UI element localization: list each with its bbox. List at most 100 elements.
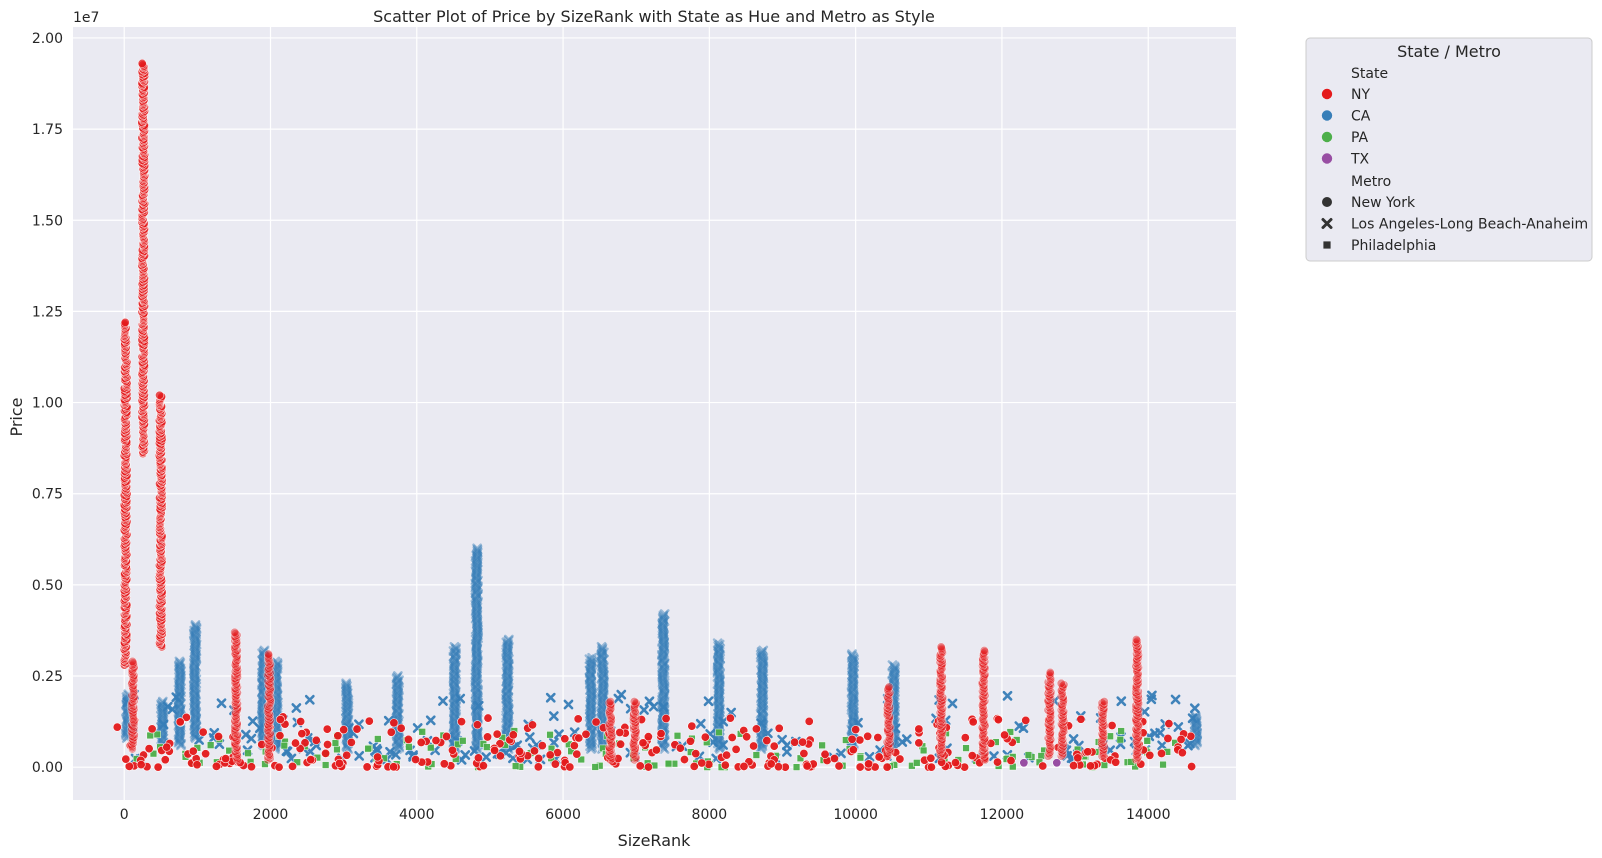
data-point xyxy=(599,647,609,658)
data-point xyxy=(712,665,723,675)
data-point xyxy=(264,732,274,742)
data-point xyxy=(901,734,912,745)
data-point xyxy=(848,679,859,690)
data-point xyxy=(191,653,202,664)
data-point xyxy=(596,702,607,712)
data-point xyxy=(392,678,403,688)
data-point xyxy=(225,746,233,755)
data-point xyxy=(501,673,512,684)
data-point xyxy=(257,705,268,716)
data-point xyxy=(264,663,274,673)
legend-marker-circle xyxy=(1322,197,1332,207)
data-point xyxy=(714,691,725,702)
data-point xyxy=(392,700,402,711)
data-point xyxy=(127,700,137,710)
data-point xyxy=(847,670,857,680)
data-point xyxy=(471,700,481,711)
y-tick-label: 0.00 xyxy=(32,760,63,776)
data-point xyxy=(560,734,570,744)
data-point xyxy=(847,652,858,662)
data-point xyxy=(757,663,768,674)
data-point xyxy=(264,749,274,759)
data-point xyxy=(137,58,147,68)
data-point xyxy=(190,650,201,661)
data-point xyxy=(265,662,275,672)
data-point xyxy=(189,728,200,739)
data-point xyxy=(162,701,173,712)
data-point xyxy=(231,681,241,691)
data-point xyxy=(191,634,201,644)
data-point xyxy=(607,740,617,750)
data-point xyxy=(291,703,302,713)
data-point xyxy=(128,682,138,692)
data-point xyxy=(425,715,436,726)
data-point xyxy=(890,717,900,728)
data-point xyxy=(173,695,184,706)
data-point xyxy=(1191,737,1202,748)
data-point xyxy=(629,705,639,715)
data-point xyxy=(605,708,615,718)
data-point xyxy=(127,699,137,709)
data-point xyxy=(725,713,735,723)
data-point xyxy=(503,671,514,681)
data-point xyxy=(834,761,844,771)
data-point xyxy=(189,724,200,735)
data-point xyxy=(605,720,615,730)
data-point xyxy=(659,690,670,701)
data-point xyxy=(1045,726,1055,736)
data-point xyxy=(659,641,670,652)
data-point xyxy=(174,692,185,703)
data-point xyxy=(714,682,725,692)
data-point xyxy=(501,655,512,666)
data-point xyxy=(265,684,275,694)
data-point xyxy=(586,738,597,749)
data-point xyxy=(188,707,199,718)
data-point xyxy=(503,661,514,672)
data-point xyxy=(449,650,460,661)
data-point xyxy=(128,658,138,668)
data-point xyxy=(502,680,513,691)
data-point xyxy=(449,683,460,694)
data-point xyxy=(232,637,242,647)
data-point xyxy=(712,667,723,678)
data-point xyxy=(629,751,639,761)
data-point xyxy=(605,702,615,712)
data-point xyxy=(936,730,946,740)
data-point xyxy=(472,658,483,669)
data-point xyxy=(888,693,899,704)
data-point xyxy=(191,636,202,647)
data-point xyxy=(848,711,858,722)
data-point xyxy=(503,703,514,714)
data-point xyxy=(352,724,362,734)
data-point xyxy=(752,751,761,759)
data-point xyxy=(342,710,352,721)
data-point xyxy=(587,689,598,700)
data-point xyxy=(450,697,461,708)
data-point xyxy=(471,686,481,697)
data-point xyxy=(470,578,481,589)
data-point xyxy=(173,677,184,688)
data-point xyxy=(472,671,482,681)
data-point xyxy=(271,701,281,712)
data-point xyxy=(264,700,274,710)
data-point xyxy=(121,724,131,735)
data-point xyxy=(967,751,977,761)
data-point xyxy=(936,741,946,751)
data-point xyxy=(175,687,186,698)
data-point xyxy=(585,741,595,752)
data-point xyxy=(695,718,706,729)
data-point xyxy=(190,716,201,727)
data-point xyxy=(849,654,859,665)
data-point xyxy=(258,684,269,695)
data-point xyxy=(127,727,137,737)
data-point xyxy=(757,684,768,695)
data-point xyxy=(263,714,273,724)
data-point xyxy=(471,563,482,573)
data-point xyxy=(501,697,512,708)
data-point xyxy=(713,720,724,730)
data-point xyxy=(799,748,809,758)
data-point xyxy=(127,697,137,707)
data-point xyxy=(757,704,768,715)
data-point xyxy=(259,653,269,664)
data-point xyxy=(156,700,167,711)
